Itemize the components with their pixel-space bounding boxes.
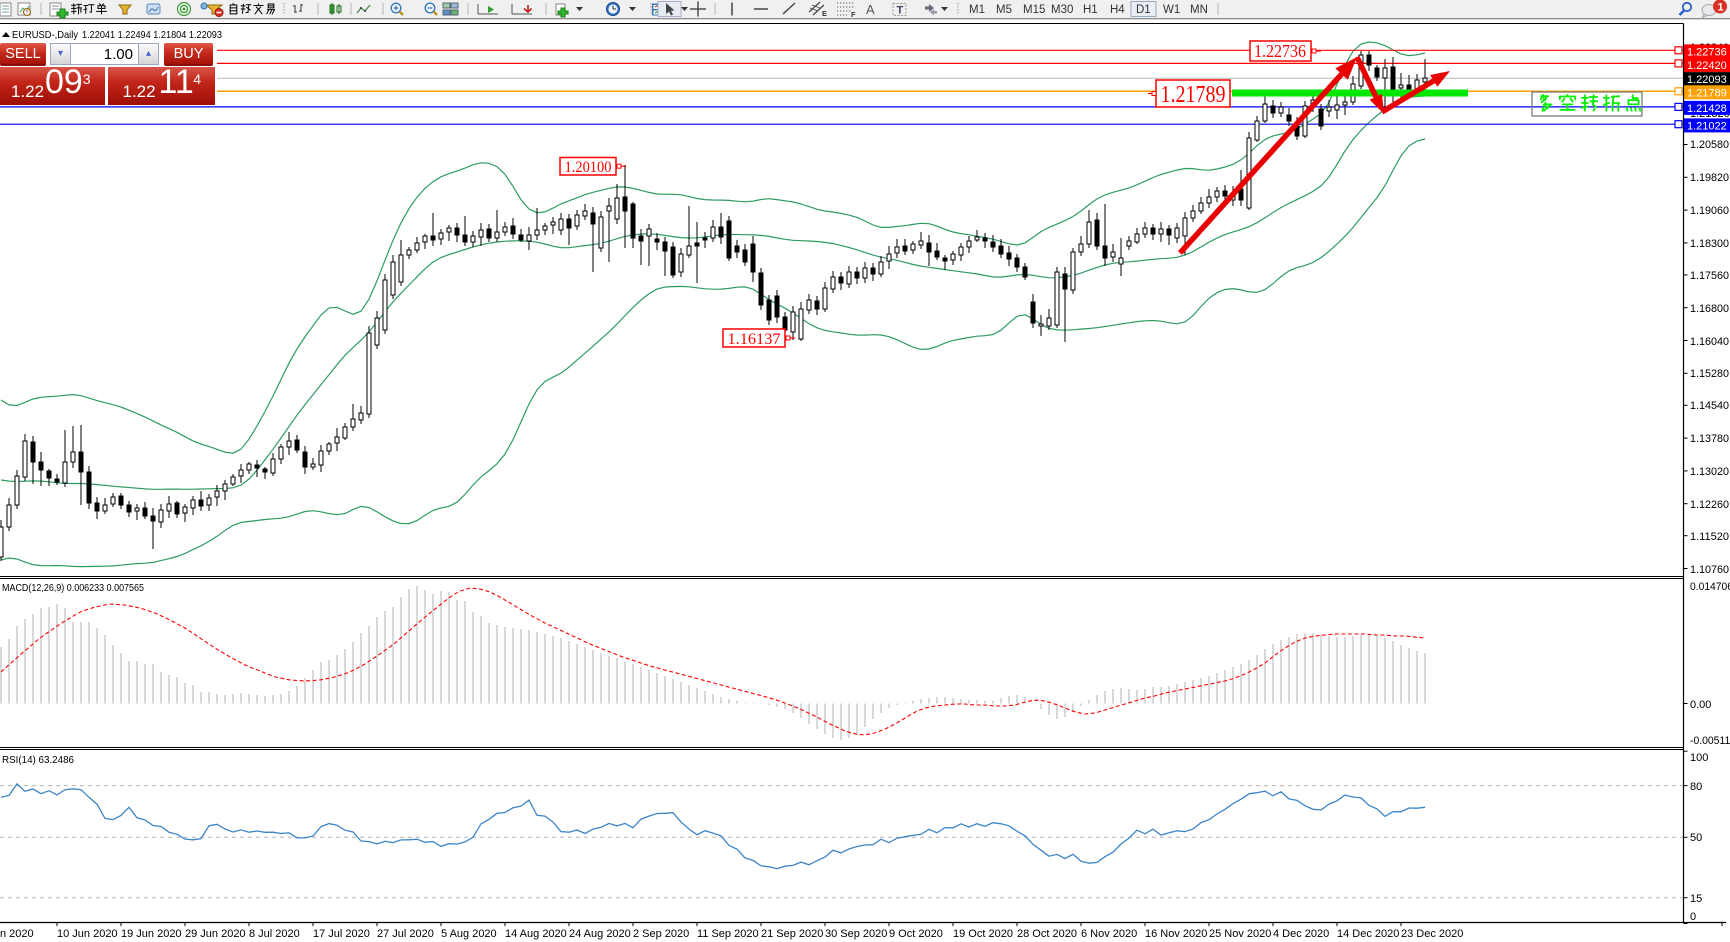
svg-text:19 Oct 2020: 19 Oct 2020 [953, 928, 1013, 940]
svg-text:1.16137: 1.16137 [728, 331, 781, 348]
svg-text:80: 80 [1690, 781, 1702, 793]
svg-text:8 Jul 2020: 8 Jul 2020 [249, 928, 300, 940]
svg-text:2 Sep 2020: 2 Sep 2020 [633, 928, 689, 940]
svg-text:1.13020: 1.13020 [1690, 466, 1729, 478]
svg-text:6 Nov 2020: 6 Nov 2020 [1081, 928, 1137, 940]
svg-text:MACD(12,26,9) 0.006233 0.00756: MACD(12,26,9) 0.006233 0.007565 [2, 582, 144, 594]
svg-text:15: 15 [1690, 893, 1702, 905]
svg-text:A: A [866, 2, 875, 17]
svg-text:1.12260: 1.12260 [1690, 499, 1729, 511]
svg-text:16 Nov 2020: 16 Nov 2020 [1145, 928, 1207, 940]
svg-text:17 Jul 2020: 17 Jul 2020 [313, 928, 370, 940]
svg-text:H4: H4 [1110, 4, 1125, 16]
svg-text:100: 100 [1690, 752, 1708, 764]
svg-text:14 Aug 2020: 14 Aug 2020 [505, 928, 567, 940]
svg-text:MN: MN [1190, 4, 1208, 16]
svg-text:F: F [851, 10, 856, 19]
svg-text:30 Sep 2020: 30 Sep 2020 [825, 928, 887, 940]
svg-text:H1: H1 [1083, 4, 1098, 16]
svg-text:EURUSD-,Daily: EURUSD-,Daily [12, 29, 79, 41]
svg-text:W1: W1 [1163, 4, 1180, 16]
svg-text:1.20100: 1.20100 [565, 159, 612, 176]
svg-text:M5: M5 [996, 4, 1012, 16]
svg-text:19 Jun 2020: 19 Jun 2020 [121, 928, 182, 940]
svg-text:1.21022: 1.21022 [1687, 120, 1727, 132]
svg-text:1.22093: 1.22093 [1687, 74, 1727, 86]
svg-text:1.19820: 1.19820 [1690, 172, 1729, 184]
svg-text:5 Aug 2020: 5 Aug 2020 [441, 928, 497, 940]
svg-text:23 Dec 2020: 23 Dec 2020 [1401, 928, 1463, 940]
svg-text:1.19060: 1.19060 [1690, 205, 1729, 217]
svg-text:1.21789: 1.21789 [1161, 82, 1226, 108]
svg-text:29 Jun 2020: 29 Jun 2020 [185, 928, 246, 940]
svg-text:4 Dec 2020: 4 Dec 2020 [1273, 928, 1329, 940]
svg-text:14 Dec 2020: 14 Dec 2020 [1337, 928, 1399, 940]
svg-text:M15: M15 [1023, 4, 1045, 16]
svg-text:28 Oct 2020: 28 Oct 2020 [1017, 928, 1077, 940]
svg-text:25 Nov 2020: 25 Nov 2020 [1209, 928, 1271, 940]
svg-text:M1: M1 [969, 4, 985, 16]
svg-text:9 Oct 2020: 9 Oct 2020 [889, 928, 943, 940]
svg-text:24 Aug 2020: 24 Aug 2020 [569, 928, 631, 940]
svg-text:1.16800: 1.16800 [1690, 303, 1729, 315]
svg-text:50: 50 [1690, 832, 1702, 844]
svg-text:1.11520: 1.11520 [1690, 531, 1729, 543]
svg-text:1.20580: 1.20580 [1690, 139, 1729, 151]
svg-text:1.22736: 1.22736 [1687, 46, 1727, 58]
svg-text:1.21789: 1.21789 [1687, 87, 1727, 99]
svg-text:1.16040: 1.16040 [1690, 336, 1729, 348]
svg-text:-0.005113: -0.005113 [1690, 735, 1730, 747]
svg-text:D1: D1 [1136, 4, 1151, 16]
svg-text:21 Sep 2020: 21 Sep 2020 [761, 928, 823, 940]
svg-text:1.18300: 1.18300 [1690, 238, 1729, 250]
svg-text:1.15280: 1.15280 [1690, 368, 1729, 380]
svg-text:0.014706: 0.014706 [1690, 581, 1730, 593]
svg-text:1: 1 [1718, 2, 1724, 14]
svg-text:1.14540: 1.14540 [1690, 400, 1729, 412]
svg-text:n 2020: n 2020 [0, 928, 34, 940]
svg-text:1.10760: 1.10760 [1690, 564, 1729, 576]
svg-text:0: 0 [1690, 911, 1696, 923]
svg-text:11 Sep 2020: 11 Sep 2020 [697, 928, 759, 940]
svg-text:M30: M30 [1051, 4, 1073, 16]
svg-text:1.22420: 1.22420 [1687, 60, 1727, 72]
svg-text:E: E [822, 9, 827, 18]
svg-text:1.17560: 1.17560 [1690, 270, 1729, 282]
svg-text:10 Jun 2020: 10 Jun 2020 [57, 928, 118, 940]
svg-text:1.22041 1.22494 1.21804 1.2209: 1.22041 1.22494 1.21804 1.22093 [82, 29, 222, 41]
svg-text:RSI(14) 63.2486: RSI(14) 63.2486 [2, 754, 74, 766]
svg-text:T: T [897, 5, 904, 17]
svg-text:0.00: 0.00 [1690, 699, 1711, 711]
svg-text:27 Jul 2020: 27 Jul 2020 [377, 928, 434, 940]
svg-text:1.21428: 1.21428 [1687, 103, 1727, 115]
svg-text:1.13780: 1.13780 [1690, 433, 1729, 445]
svg-text:1.22736: 1.22736 [1254, 41, 1306, 61]
